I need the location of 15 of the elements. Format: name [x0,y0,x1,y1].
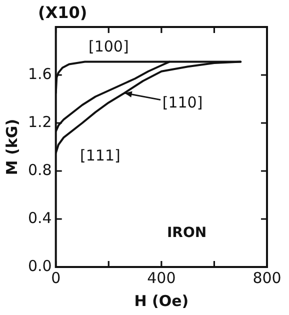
text: (X10) [38,3,88,22]
y-tick-label: 0.4 [28,208,52,227]
annotation: [111] [80,146,120,164]
annotation: IRON [166,225,207,242]
text: 0.0 [28,256,52,275]
annotation: [110] [162,94,203,112]
x-tick-label: 400 [147,268,176,287]
x-axis-title: H (Oe) [134,292,189,310]
x-tick-label: 800 [252,268,282,287]
x-tick-label: 0 [51,268,61,287]
y-axis-title: M (kG) [2,118,21,176]
annotation: [100] [88,37,129,56]
y-tick-label: 0.8 [28,160,52,179]
y-tick-label: 1.2 [28,112,52,131]
y-tick-label: 1.6 [28,64,52,83]
